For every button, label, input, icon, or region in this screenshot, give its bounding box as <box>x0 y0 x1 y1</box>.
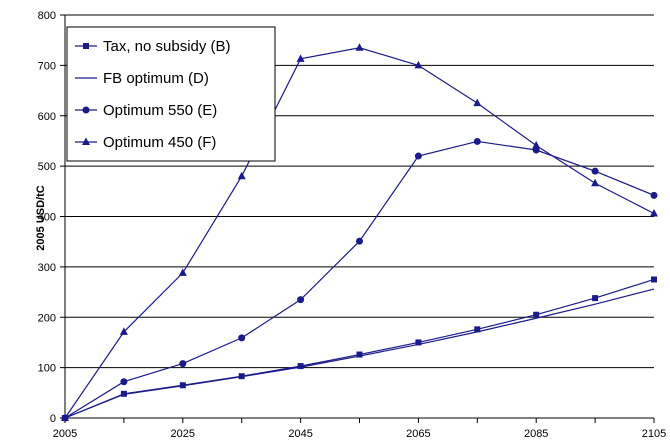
x-tick-label: 2005 <box>53 428 77 440</box>
y-tick-label: 500 <box>38 161 56 173</box>
x-tick-label: 2085 <box>524 428 548 440</box>
series-3 <box>61 137 658 422</box>
legend-label: Optimum 450 (F) <box>103 134 216 151</box>
data-point <box>356 237 363 245</box>
data-point <box>355 43 364 51</box>
legend-label: Tax, no subsidy (B) <box>103 38 231 55</box>
data-point <box>592 295 599 302</box>
x-tick-label: 2045 <box>288 428 312 440</box>
legend-marker <box>82 106 90 114</box>
data-point <box>238 334 246 342</box>
series-layer <box>61 43 658 422</box>
data-point <box>297 296 305 304</box>
x-tick-labels: 2005 2025 2045 2065 2085 2105 <box>53 428 666 440</box>
data-point <box>473 137 481 145</box>
data-point <box>474 326 481 333</box>
data-point <box>237 171 246 180</box>
y-tick-label: 0 <box>50 413 56 425</box>
data-point <box>61 413 69 421</box>
y-tick-label: 200 <box>38 312 56 324</box>
legend-item: FB optimum (D) <box>75 70 209 87</box>
data-point <box>179 360 187 368</box>
data-point <box>650 208 658 217</box>
data-point <box>297 363 304 370</box>
y-tick-label: 600 <box>38 111 56 123</box>
y-tick-label: 800 <box>38 10 56 22</box>
data-point <box>119 327 128 335</box>
data-point <box>533 311 540 318</box>
series-2 <box>64 288 655 419</box>
data-point <box>591 167 599 175</box>
data-point <box>414 152 422 160</box>
data-point <box>120 378 128 386</box>
y-tick-label: 700 <box>38 60 56 72</box>
legend-label: FB optimum (D) <box>103 70 209 87</box>
x-tick-label: 2065 <box>406 428 430 440</box>
series-line <box>64 140 655 419</box>
axes <box>60 14 655 423</box>
y-tick-labels: 0 100 200 300 400 500 600 700 800 <box>38 10 56 425</box>
data-point <box>178 268 187 276</box>
data-point <box>414 60 423 69</box>
series-1 <box>62 276 657 421</box>
legend: Tax, no subsidy (B) FB optimum (D) Optimum… <box>66 26 276 162</box>
data-point <box>473 98 482 107</box>
x-tick-label: 2105 <box>642 428 666 440</box>
data-point <box>650 191 658 199</box>
data-point <box>415 339 422 346</box>
legend-item: Tax, no subsidy (B) <box>75 38 231 55</box>
data-point <box>651 276 657 283</box>
data-point <box>591 178 600 187</box>
y-tick-label: 100 <box>38 363 56 375</box>
data-point <box>532 140 541 149</box>
legend-item: Optimum 450 (F) <box>75 134 216 151</box>
legend-label: Optimum 550 (E) <box>103 102 217 119</box>
series-line <box>64 278 655 419</box>
legend-item: Optimum 550 (E) <box>75 102 217 119</box>
y-tick-label: 400 <box>38 212 56 224</box>
data-point <box>356 351 363 358</box>
series-4 <box>61 43 658 421</box>
x-tick-label: 2025 <box>171 428 195 440</box>
series-line <box>64 288 655 419</box>
data-point <box>296 54 305 62</box>
y-tick-label: 300 <box>38 262 56 274</box>
legend-box <box>66 26 276 162</box>
legend-marker <box>83 43 89 49</box>
legend-marker <box>82 137 90 145</box>
y-axis-label: 2005 USD/tC <box>35 185 47 250</box>
